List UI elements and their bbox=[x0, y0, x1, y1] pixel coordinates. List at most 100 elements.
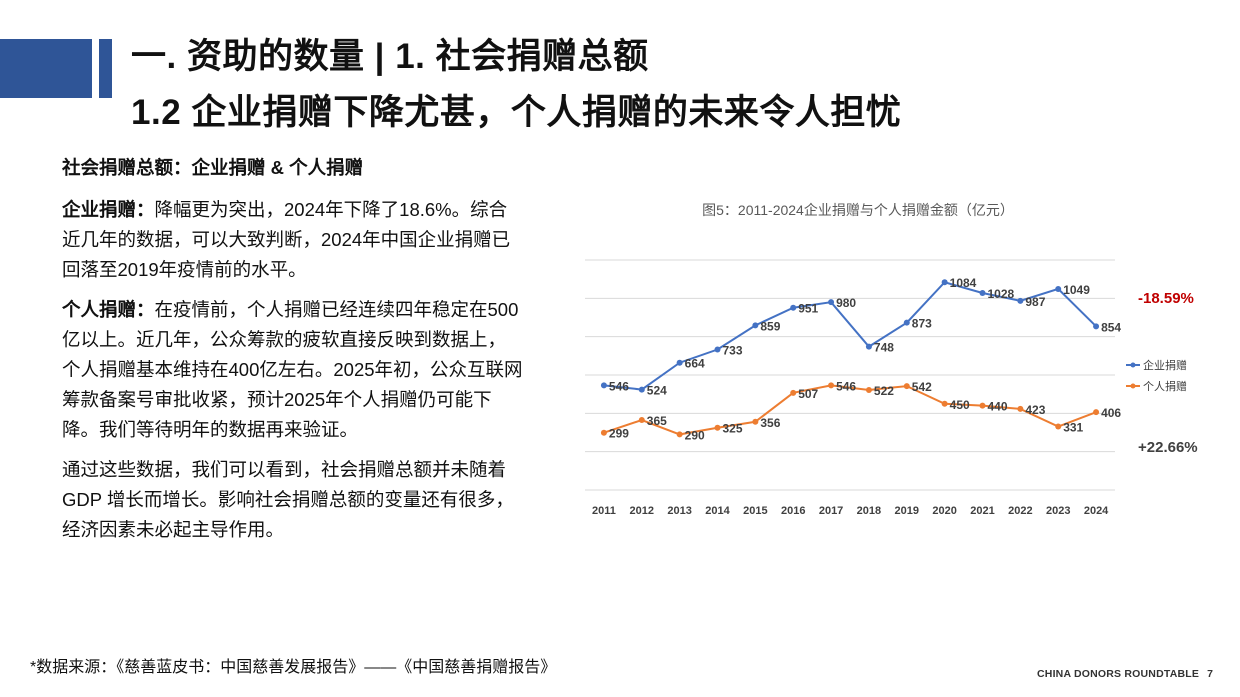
paragraph-individual: 个人捐赠：在疫情前，个人捐赠已经连续四年稳定在500亿以上。近几年，公众筹款的疲… bbox=[62, 295, 524, 445]
section-heading: 社会捐赠总额：企业捐赠 & 个人捐赠 bbox=[62, 157, 364, 178]
data-label: 290 bbox=[685, 428, 705, 442]
legend-label: 个人捐赠 bbox=[1143, 379, 1187, 393]
data-point bbox=[828, 299, 835, 306]
x-tick-label: 2014 bbox=[705, 505, 730, 517]
paragraph-individual-label: 个人捐赠： bbox=[62, 299, 155, 320]
x-tick-label: 2011 bbox=[592, 505, 616, 517]
legend-swatch-marker bbox=[1130, 362, 1136, 368]
paragraph-corporate-label: 企业捐赠： bbox=[62, 199, 155, 220]
data-point bbox=[1093, 409, 1100, 416]
chart-x-axis-labels: 2011 2012 2013 2014 2015 2016 2017 2018 2019 2020… bbox=[592, 505, 1109, 517]
data-point bbox=[676, 359, 683, 366]
data-point bbox=[903, 383, 910, 390]
header-decoration-line bbox=[99, 39, 112, 98]
data-point bbox=[979, 402, 986, 409]
data-point bbox=[752, 322, 759, 329]
chart-annotations: -18.59% +22.66% bbox=[1138, 290, 1198, 456]
data-point bbox=[714, 346, 721, 353]
data-label: 1049 bbox=[1063, 283, 1090, 297]
data-point bbox=[752, 418, 759, 425]
legend-label: 企业捐赠 bbox=[1143, 358, 1187, 372]
paragraph-individual-text: 在疫情前，个人捐赠已经连续四年稳定在500亿以上。近几年，公众筹款的疲软直接反映… bbox=[62, 299, 523, 440]
data-point bbox=[1017, 297, 1024, 304]
data-label: 546 bbox=[609, 379, 629, 393]
data-label: 987 bbox=[1025, 295, 1045, 309]
data-label: 546 bbox=[836, 379, 856, 393]
x-tick-label: 2022 bbox=[1008, 505, 1032, 517]
page-number: 7 bbox=[1207, 668, 1214, 680]
data-label: 733 bbox=[723, 344, 743, 358]
legend-swatch-marker bbox=[1130, 383, 1136, 389]
x-tick-label: 2017 bbox=[819, 505, 843, 517]
data-point bbox=[979, 289, 986, 296]
data-label: 873 bbox=[912, 317, 932, 331]
data-label: 542 bbox=[912, 380, 932, 394]
data-label: 748 bbox=[874, 341, 894, 355]
source-note: *数据来源：《慈善蓝皮书：中国慈善发展报告》——《中国慈善捐赠报告》 bbox=[30, 659, 557, 676]
data-point bbox=[676, 431, 683, 438]
data-label: 423 bbox=[1025, 403, 1045, 417]
data-point bbox=[1055, 285, 1062, 292]
data-label: 859 bbox=[760, 319, 780, 333]
data-label: 980 bbox=[836, 296, 856, 310]
footer: CHINA DONORS ROUNDTABLE 7 bbox=[1037, 668, 1213, 680]
data-point bbox=[941, 400, 948, 407]
data-label: 1028 bbox=[988, 287, 1015, 301]
page-subtitle: 1.2 企业捐赠下降尤甚，个人捐赠的未来令人担忧 bbox=[131, 93, 902, 132]
text-column: 社会捐赠总额：企业捐赠 & 个人捐赠 企业捐赠：降幅更为突出，2024年下降了1… bbox=[62, 153, 524, 555]
data-point bbox=[790, 389, 797, 396]
footer-org: CHINA DONORS ROUNDTABLE bbox=[1037, 668, 1200, 680]
data-point bbox=[865, 386, 872, 393]
data-point bbox=[941, 279, 948, 286]
data-label: 522 bbox=[874, 384, 894, 398]
chart-gridlines bbox=[585, 259, 1115, 491]
x-tick-label: 2012 bbox=[630, 505, 654, 517]
line-chart: 图5：2011-2024企业捐赠与个人捐赠金额（亿元） 546 524 664 733… bbox=[585, 202, 1198, 517]
x-tick-label: 2019 bbox=[895, 505, 919, 517]
chart-series: 546 524 664 733 859 951 980 748 873 1084 1028 987 10… bbox=[600, 276, 1121, 442]
data-label: 331 bbox=[1063, 421, 1083, 435]
data-label: 507 bbox=[798, 387, 818, 401]
paragraph-corporate-text: 降幅更为突出，2024年下降了18.6%。综合近几年的数据，可以大致判断，202… bbox=[62, 199, 511, 280]
x-tick-label: 2020 bbox=[932, 505, 956, 517]
x-tick-label: 2021 bbox=[970, 505, 994, 517]
data-label: 664 bbox=[685, 357, 705, 371]
page-title: 一. 资助的数量 | 1. 社会捐赠总额 bbox=[131, 37, 649, 76]
data-point bbox=[790, 304, 797, 311]
data-label: 450 bbox=[950, 398, 970, 412]
data-label: 406 bbox=[1101, 406, 1121, 420]
chart-title: 图5：2011-2024企业捐赠与个人捐赠金额（亿元） bbox=[702, 202, 1014, 218]
data-label: 325 bbox=[723, 422, 743, 436]
x-tick-label: 2023 bbox=[1046, 505, 1070, 517]
data-point bbox=[865, 343, 872, 350]
data-point bbox=[1093, 323, 1100, 330]
data-label: 951 bbox=[798, 302, 818, 316]
data-point bbox=[638, 386, 645, 393]
data-point bbox=[638, 417, 645, 424]
data-point bbox=[828, 382, 835, 389]
x-tick-label: 2013 bbox=[667, 505, 691, 517]
data-point bbox=[1017, 405, 1024, 412]
data-label: 524 bbox=[647, 384, 667, 398]
annotation-label: +22.66% bbox=[1138, 439, 1198, 456]
x-tick-label: 2016 bbox=[781, 505, 805, 517]
data-point bbox=[1055, 423, 1062, 430]
data-point bbox=[600, 429, 607, 436]
data-label: 440 bbox=[988, 400, 1008, 414]
data-point bbox=[903, 319, 910, 326]
x-tick-label: 2024 bbox=[1084, 505, 1109, 517]
paragraph-corporate: 企业捐赠：降幅更为突出，2024年下降了18.6%。综合近几年的数据，可以大致判… bbox=[62, 195, 524, 285]
data-label: 356 bbox=[760, 416, 780, 430]
data-label: 299 bbox=[609, 427, 629, 441]
series-line bbox=[603, 281, 1097, 391]
data-label: 1084 bbox=[950, 276, 977, 290]
header-decoration-bar bbox=[0, 39, 92, 98]
data-label: 854 bbox=[1101, 320, 1121, 334]
data-label: 365 bbox=[647, 414, 667, 428]
series-corporate: 546 524 664 733 859 951 980 748 873 1084 1028 987 10… bbox=[600, 276, 1121, 398]
data-point bbox=[714, 424, 721, 431]
paragraph-conclusion: 通过这些数据，我们可以看到，社会捐赠总额并未随着 GDP 增长而增长。影响社会捐… bbox=[62, 459, 514, 540]
x-tick-label: 2015 bbox=[743, 505, 767, 517]
annotation-label: -18.59% bbox=[1138, 290, 1194, 307]
